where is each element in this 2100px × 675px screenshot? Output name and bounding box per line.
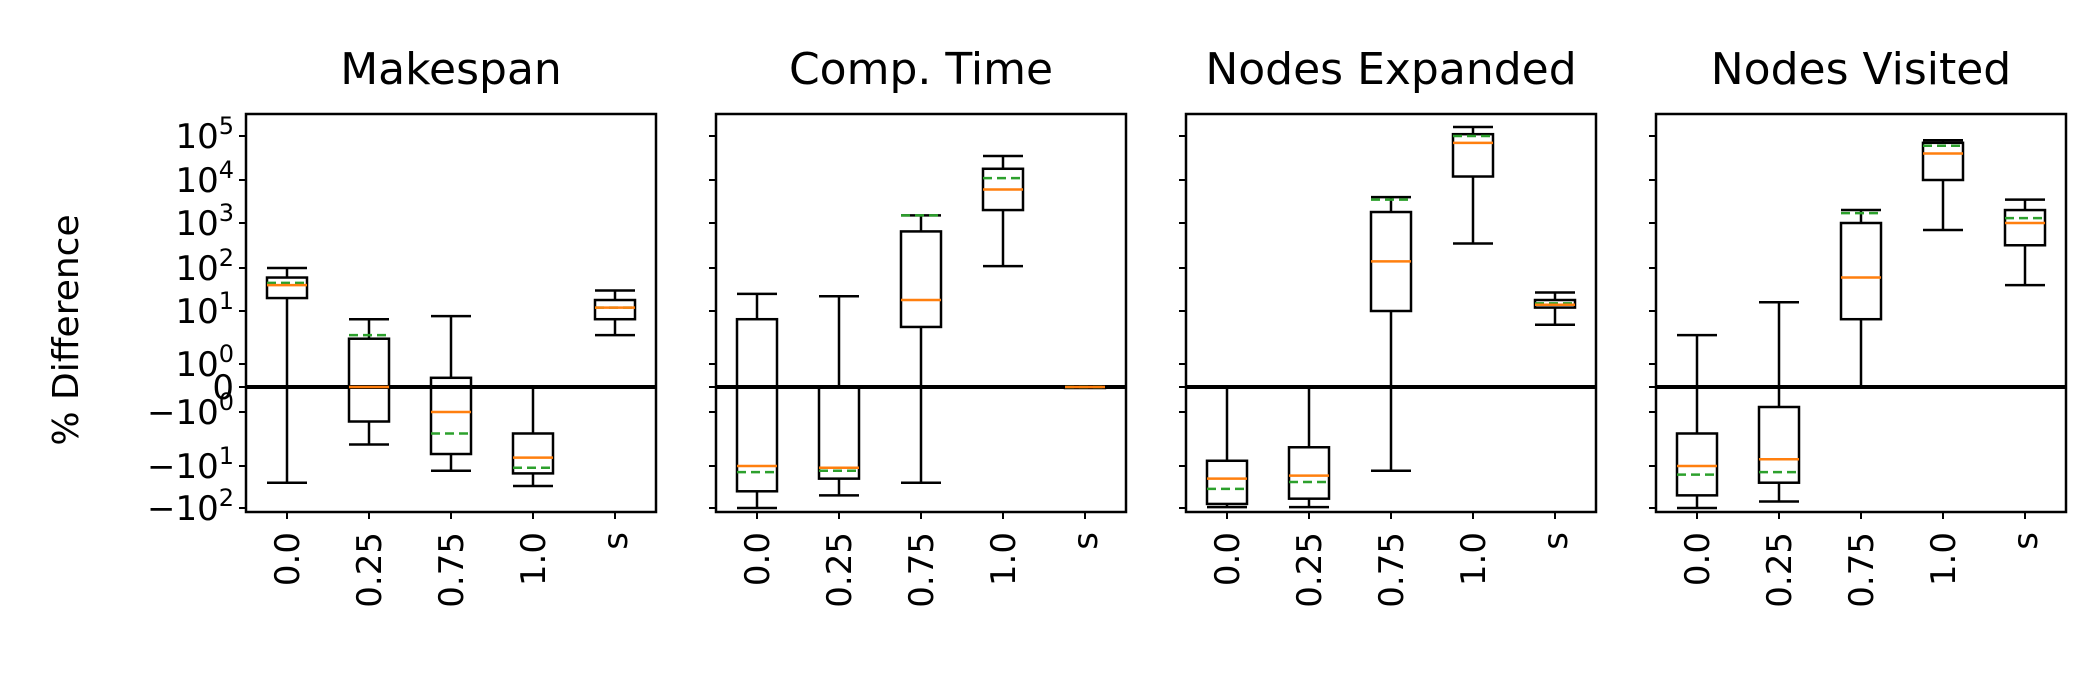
box-0.0 (1675, 333, 1719, 510)
box-0.0 (735, 292, 779, 510)
x-tick-label: 1.0 (984, 532, 1024, 586)
panel-3: Nodes Visited 0.0 0.25 0.75 1.0 s (1649, 44, 2068, 608)
iqr-box (899, 230, 943, 329)
axes-frame (1184, 112, 1598, 514)
y-tick-label: 0 (212, 368, 234, 408)
x-tick-label: s (1066, 532, 1106, 550)
y-axis-label: % Difference (46, 214, 87, 445)
axes-frame (714, 112, 1128, 514)
x-tick-label: 0.0 (738, 532, 778, 586)
y-tick-label: −102 (147, 484, 234, 529)
iqr-box (593, 298, 637, 321)
iqr-box (1921, 141, 1965, 182)
box-0.75 (429, 314, 473, 473)
x-tick-label: 1.0 (1454, 532, 1494, 586)
iqr-box (1205, 459, 1249, 506)
x-tick-label: 0.0 (1678, 532, 1718, 586)
box-s (593, 289, 637, 337)
y-tick-label: 105 (175, 112, 234, 157)
x-tick-label: 0.0 (268, 532, 308, 586)
box-0.75 (1369, 195, 1413, 473)
panel-title: Nodes Visited (1711, 44, 2012, 95)
box-0.25 (1757, 300, 1801, 503)
axes-frame (1654, 112, 2068, 514)
x-tick-label: 0.75 (902, 532, 942, 608)
panel-1: Comp. Time 0.0 0.25 0.75 1.0 s (709, 44, 1128, 608)
box-1.0 (1451, 125, 1495, 245)
y-tick-label: −100 (147, 388, 234, 433)
iqr-box (735, 317, 779, 493)
iqr-box (511, 432, 555, 475)
y-tick-label: 101 (175, 287, 234, 332)
x-tick-label: 0.75 (1372, 532, 1412, 608)
x-tick-label: 0.75 (432, 532, 472, 608)
y-tick-label: 100 (175, 340, 234, 385)
iqr-box (265, 276, 309, 300)
x-tick-label: 0.25 (1760, 532, 1800, 608)
x-tick-label: s (1536, 532, 1576, 550)
iqr-box (1287, 446, 1331, 500)
y-tick-label: 104 (175, 156, 234, 201)
panel-title: Makespan (340, 44, 562, 95)
box-0.75 (899, 214, 943, 484)
iqr-box (817, 385, 861, 480)
y-tick-label: −101 (147, 442, 234, 487)
x-tick-label: s (2006, 532, 2046, 550)
box-0.25 (1287, 385, 1331, 509)
box-0.25 (347, 317, 391, 446)
box-1.0 (981, 154, 1025, 268)
x-tick-label: s (596, 532, 636, 550)
y-tick-label: 103 (175, 199, 234, 244)
x-tick-label: 0.25 (1290, 532, 1330, 608)
panel-title: Comp. Time (789, 44, 1053, 95)
x-tick-label: 0.25 (820, 532, 860, 608)
iqr-box (1839, 221, 1883, 321)
iqr-box (429, 376, 473, 456)
iqr-box (347, 337, 391, 423)
box-0.25 (817, 295, 861, 497)
iqr-box (2003, 208, 2047, 247)
y-tick-label: 102 (175, 244, 234, 289)
box-1.0 (511, 385, 555, 488)
iqr-box (1451, 132, 1495, 178)
x-tick-label: 1.0 (514, 532, 554, 586)
box-s (1063, 385, 1107, 390)
box-0.0 (1205, 385, 1249, 509)
iqr-box (1675, 432, 1719, 497)
x-tick-label: 0.25 (350, 532, 390, 608)
x-tick-label: 1.0 (1924, 532, 1964, 586)
box-1.0 (1921, 139, 1965, 232)
x-tick-label: 0.75 (1842, 532, 1882, 608)
x-tick-label: 0.0 (1208, 532, 1248, 586)
box-0.0 (265, 266, 309, 484)
box-s (1533, 291, 1577, 327)
box-0.75 (1839, 208, 1883, 389)
box-s (2003, 198, 2047, 287)
panel-title: Nodes Expanded (1205, 44, 1576, 95)
axes-frame (244, 112, 658, 514)
iqr-box (1757, 405, 1801, 484)
panel-2: Nodes Expanded 0.0 0.25 0.75 1.0 s (1179, 44, 1598, 608)
